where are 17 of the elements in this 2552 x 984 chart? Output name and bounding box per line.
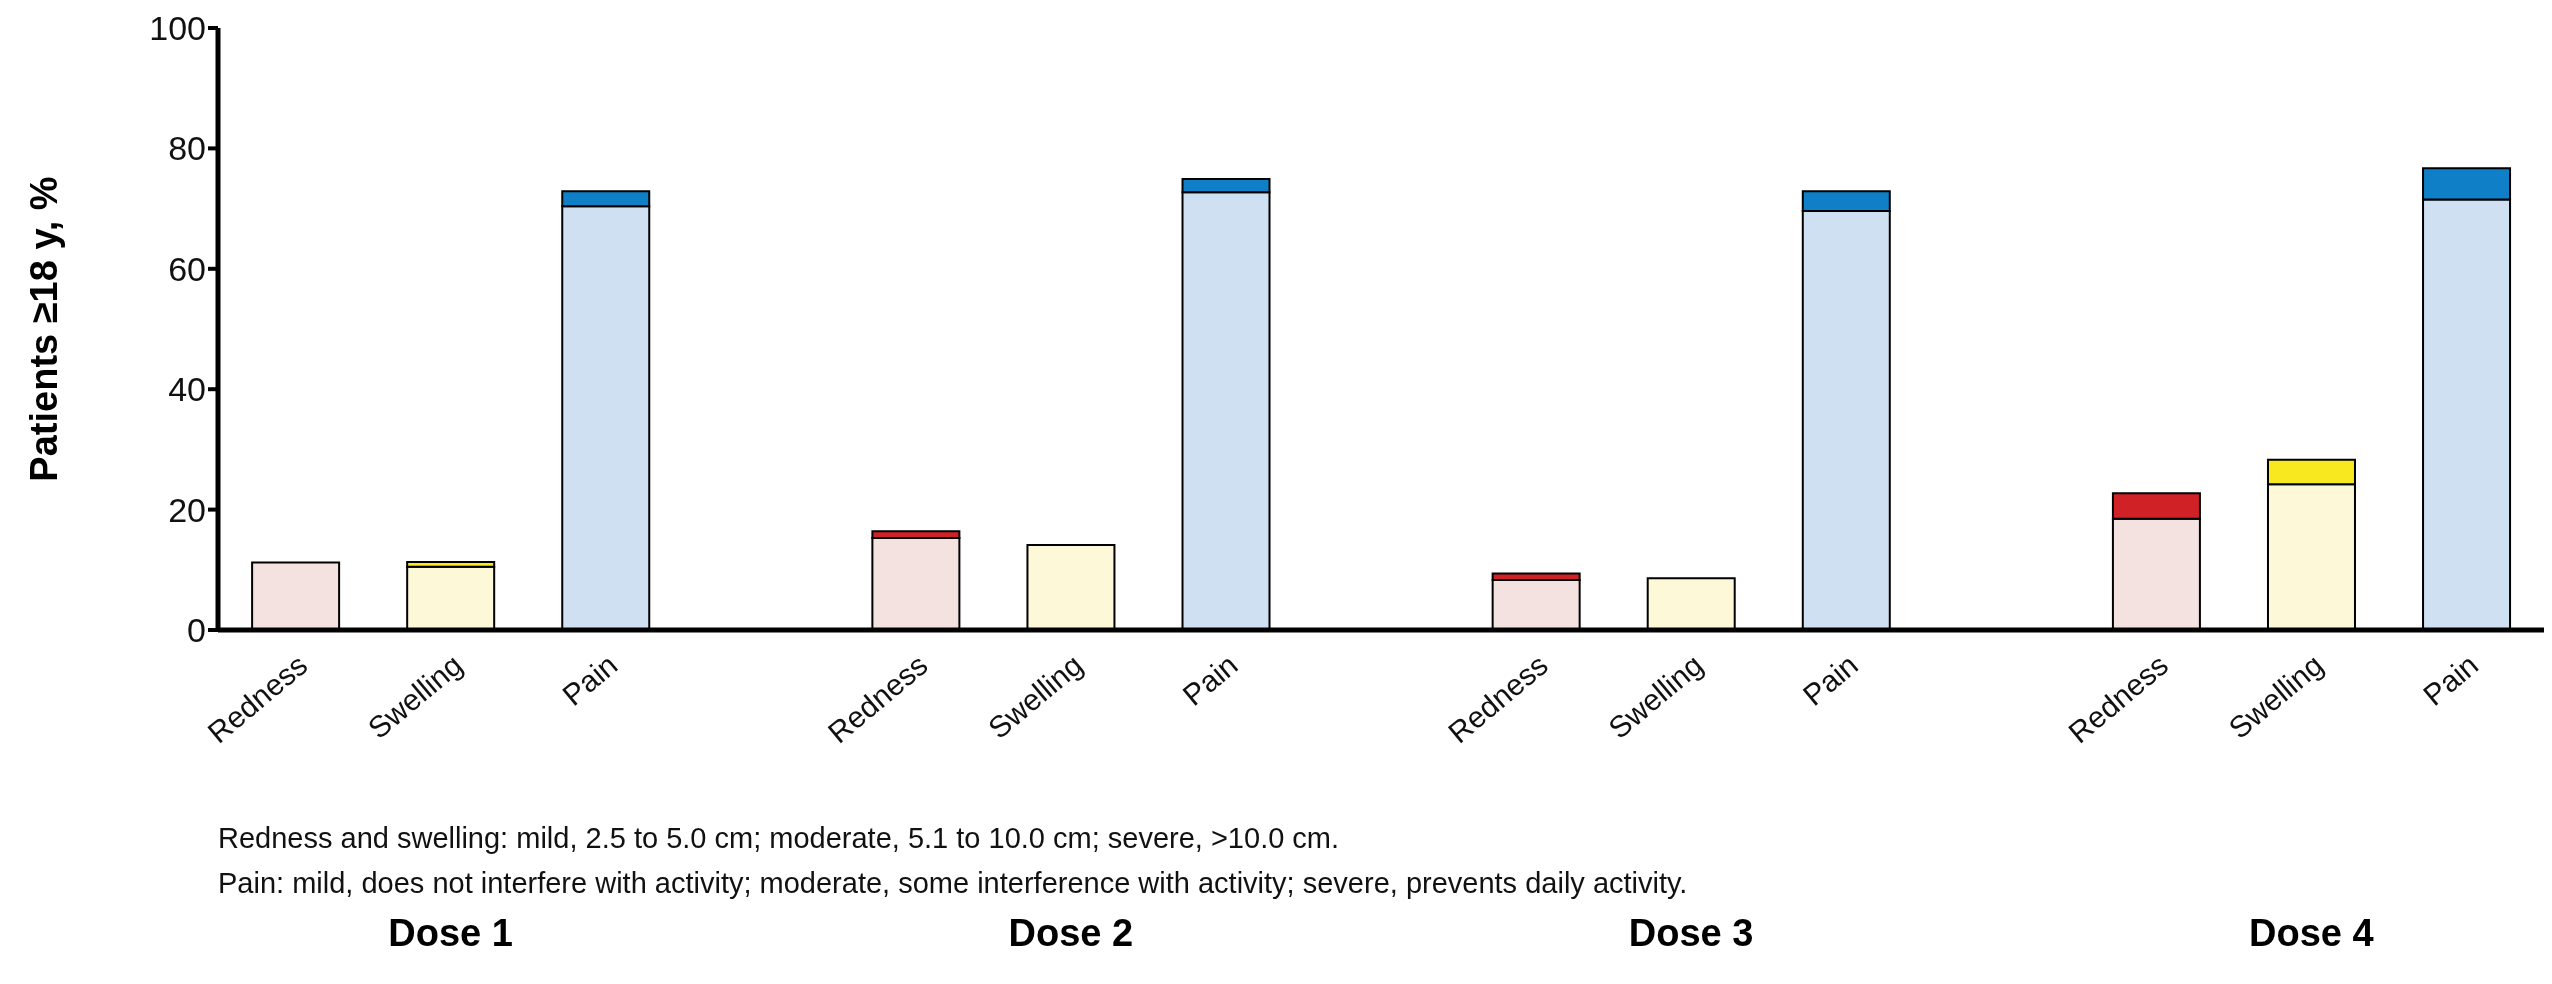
x-tick-label: Pain xyxy=(556,647,624,712)
y-tick-label: 100 xyxy=(149,9,206,48)
text: Redness and swelling: mild, 2.5 to 5.0 cm; moderate, 5.1 to 10.0 cm; severe, >10.0 cm. xyxy=(218,822,1340,855)
text: Dose 1 xyxy=(387,912,514,955)
x-tick-label: Pain xyxy=(2416,647,2485,712)
y-tick-label: 80 xyxy=(168,129,206,168)
text: Dose 4 xyxy=(2248,912,2375,955)
y-tick-label: 0 xyxy=(187,611,206,650)
text: Dose 3 xyxy=(1627,912,1755,955)
text: Pain: mild, does not interfere with activity; moderate, some interference with activity; severe, prevents daily activity. xyxy=(218,867,1688,900)
y-tick-label: 40 xyxy=(168,370,206,409)
text: Dose 2 xyxy=(1007,912,1135,955)
x-tick-label: Pain xyxy=(1176,647,1244,712)
y-tick-label: 20 xyxy=(168,490,206,529)
y-axis-title: Patients ≥18 y, % xyxy=(23,176,66,482)
y-tick-label: 60 xyxy=(168,249,206,288)
x-tick-label: Pain xyxy=(1796,647,1864,712)
